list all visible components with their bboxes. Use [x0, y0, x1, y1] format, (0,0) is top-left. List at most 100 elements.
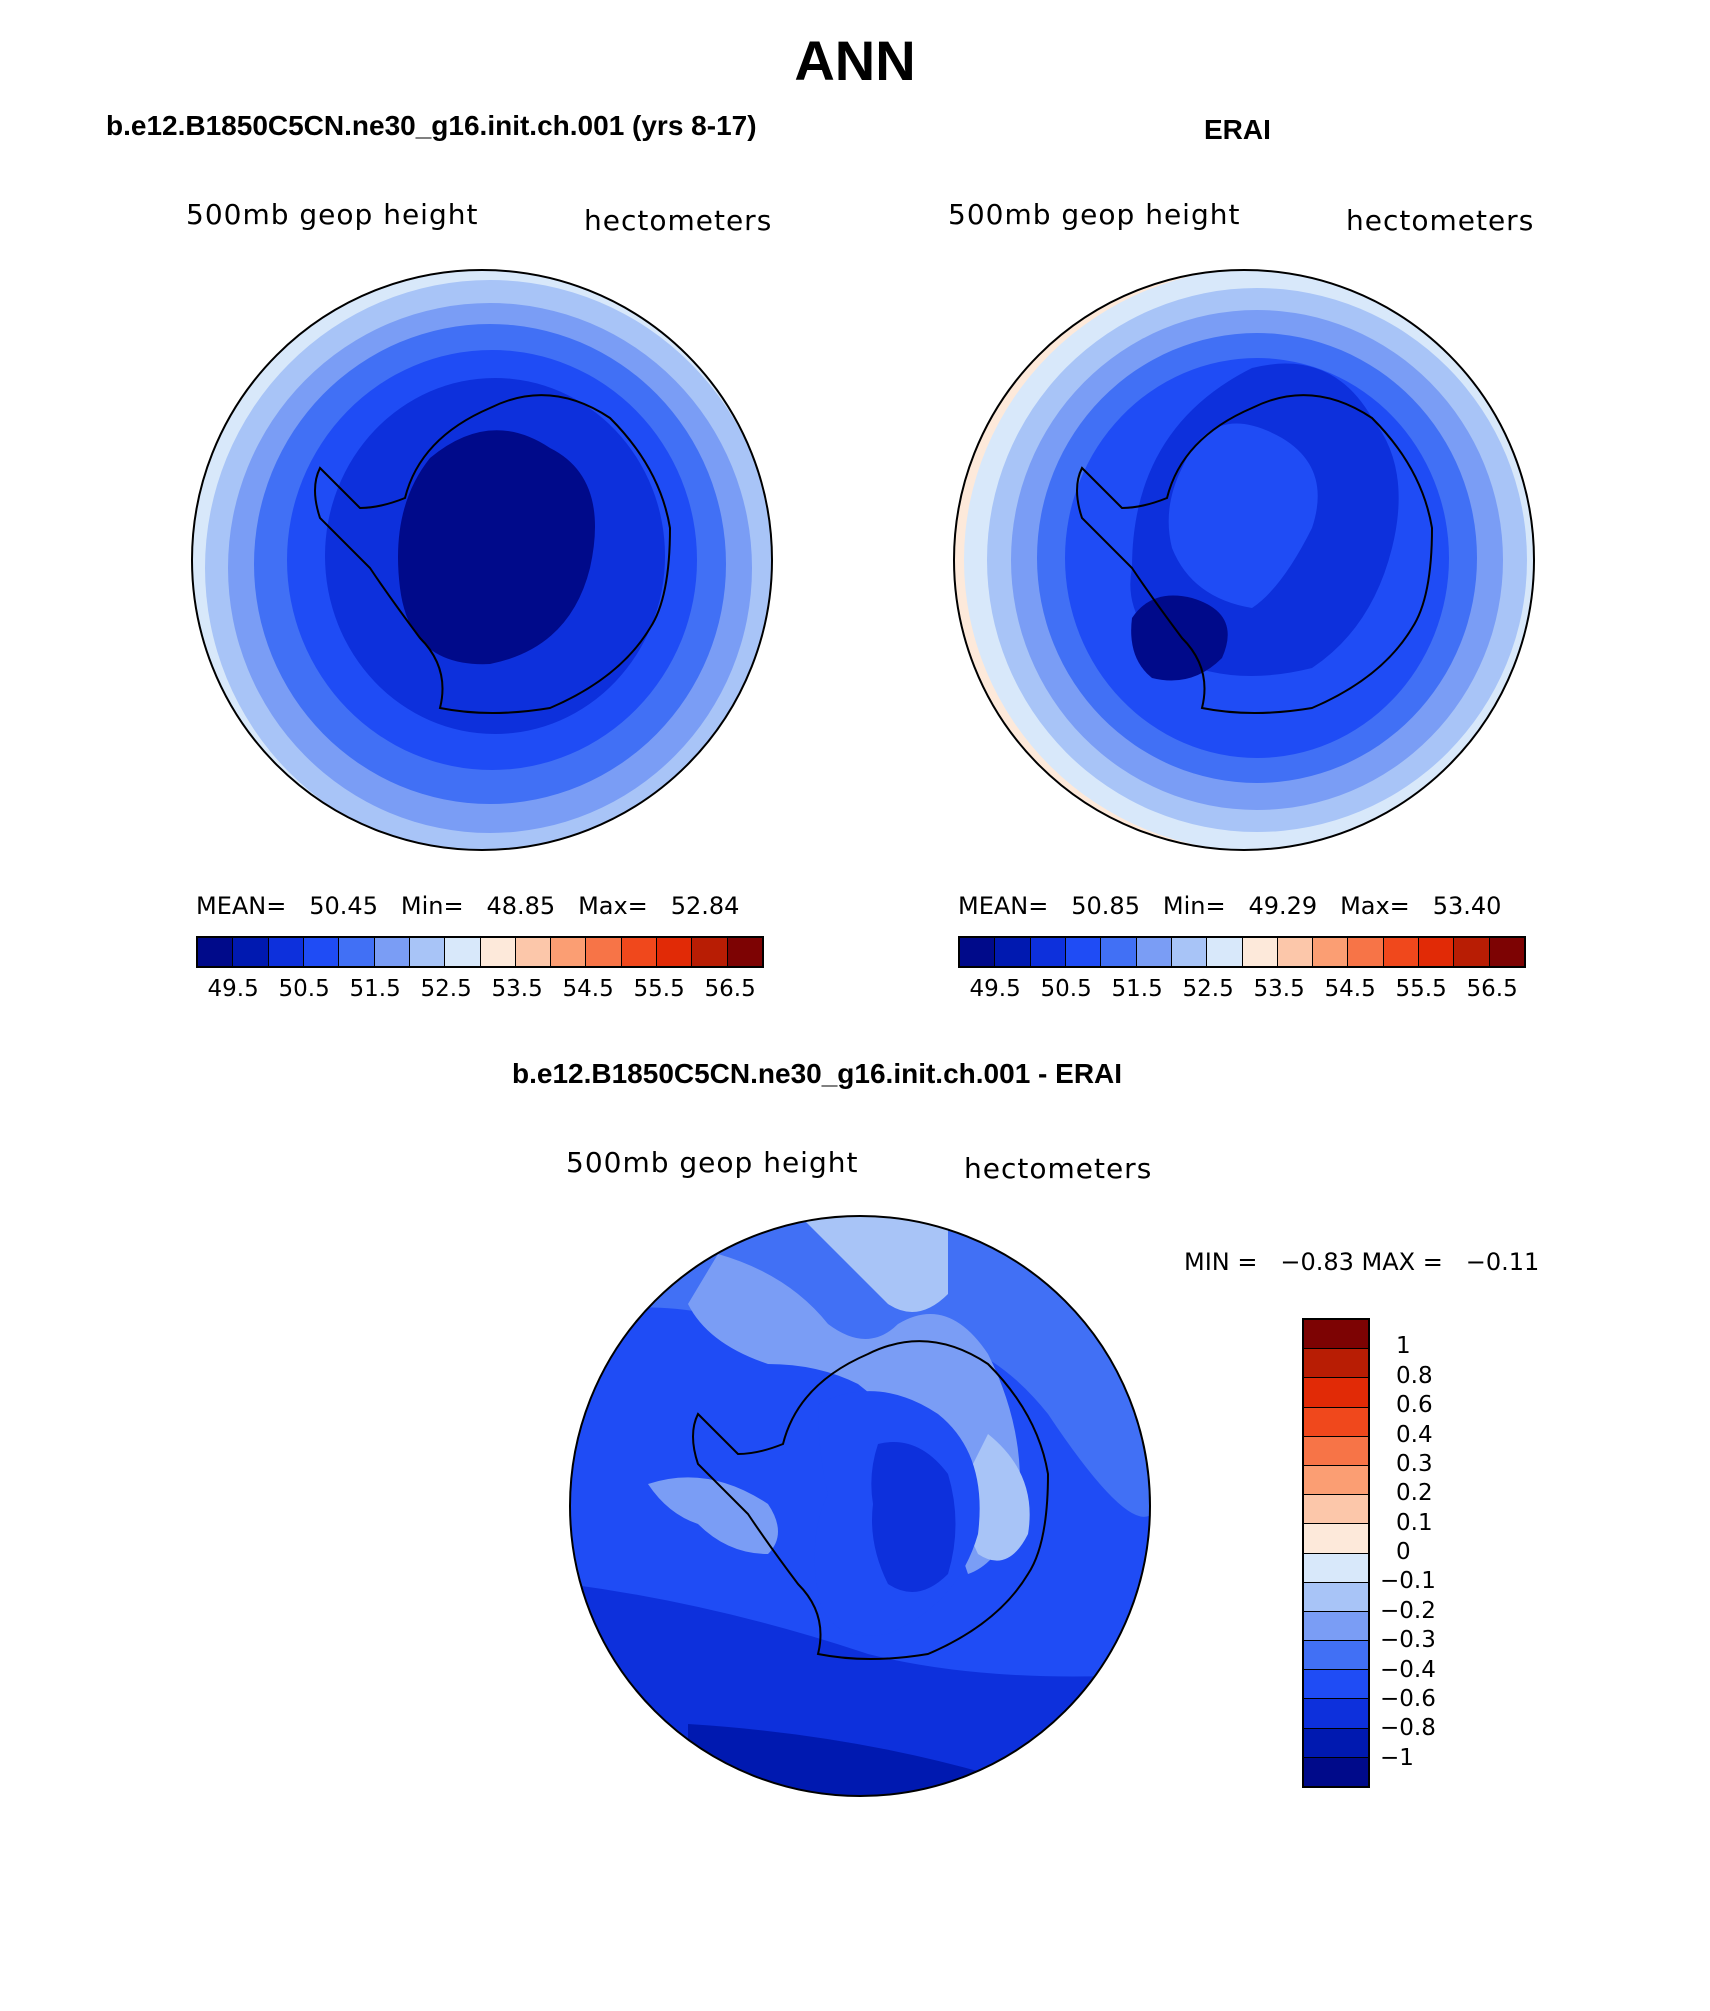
- colorbar-swatch: [586, 938, 622, 966]
- colorbar-tick-label: 0.6: [1396, 1392, 1433, 1419]
- panel2-colorbar: [958, 936, 1526, 968]
- colorbar-swatch: [1304, 1349, 1368, 1379]
- colorbar-swatch: [445, 938, 481, 966]
- colorbar-swatch: [339, 938, 375, 966]
- colorbar-tick-label: 52.5: [1182, 976, 1234, 1002]
- colorbar-tick-label: 51.5: [1111, 976, 1163, 1002]
- colorbar-swatch: [374, 938, 410, 966]
- colorbar-swatch: [1277, 938, 1314, 966]
- colorbar-swatch: [1101, 938, 1137, 966]
- colorbar-tick-label: −0.1: [1380, 1568, 1436, 1595]
- colorbar-tick-label: −0.6: [1380, 1685, 1436, 1712]
- min-label: Min=: [400, 892, 464, 920]
- colorbar-tick-label: 52.5: [420, 976, 472, 1002]
- colorbar-swatch: [1304, 1465, 1368, 1496]
- max-value: 52.84: [670, 892, 740, 920]
- max-value: 53.40: [1432, 892, 1502, 920]
- colorbar-swatch: [1207, 938, 1243, 966]
- colorbar-swatch: [1304, 1553, 1368, 1583]
- colorbar-tick-label: 54.5: [562, 976, 614, 1002]
- panel1-units-label: hectometers: [584, 204, 773, 237]
- colorbar-tick-label: 49.5: [969, 976, 1021, 1002]
- diff-colorbar: [1302, 1318, 1370, 1788]
- panel2-stats: MEAN= 50.85 Min= 49.29 Max= 53.40: [958, 892, 1501, 920]
- colorbar-swatch: [995, 938, 1031, 966]
- colorbar-swatch: [727, 938, 762, 966]
- colorbar-swatch: [1304, 1757, 1368, 1786]
- colorbar-tick-label: −0.3: [1380, 1627, 1436, 1654]
- panel2-title: ERAI: [1204, 114, 1271, 145]
- max-label: Max=: [578, 892, 648, 920]
- colorbar-swatch: [1304, 1670, 1368, 1700]
- colorbar-swatch: [268, 938, 304, 966]
- colorbar-swatch: [1242, 938, 1278, 966]
- colorbar-tick-label: 0.1: [1396, 1509, 1433, 1536]
- colorbar-tick-label: 49.5: [207, 976, 259, 1002]
- colorbar-tick-label: 56.5: [704, 976, 756, 1002]
- colorbar-swatch: [1304, 1407, 1368, 1437]
- colorbar-swatch: [515, 938, 552, 966]
- mean-value: 50.45: [309, 892, 378, 920]
- colorbar-tick-label: −0.2: [1380, 1597, 1436, 1624]
- colorbar-swatch: [1171, 938, 1208, 966]
- colorbar-tick-label: −1: [1380, 1744, 1414, 1771]
- colorbar-swatch: [692, 938, 728, 966]
- colorbar-tick-label: 0.8: [1396, 1362, 1433, 1389]
- panel2-variable-label: 500mb geop height: [948, 198, 1241, 231]
- min-value: 49.29: [1248, 892, 1318, 920]
- colorbar-swatch: [1304, 1378, 1368, 1408]
- colorbar-swatch: [1383, 938, 1420, 966]
- colorbar-tick-label: 1: [1396, 1333, 1411, 1360]
- colorbar-swatch: [960, 938, 996, 966]
- panel1-colorbar: [196, 936, 764, 968]
- colorbar-swatch: [1304, 1436, 1368, 1466]
- diff-colorbar-labels: 1 0.8 0.6 0.4 0.3 0.2 0.1 0 −0.1 −0.2 −0.3 −0.4 −0.6…: [1380, 1318, 1500, 1788]
- panel1-polar-map: [191, 269, 773, 851]
- colorbar-tick-label: −0.8: [1380, 1715, 1436, 1742]
- panel2-polar-map: [953, 269, 1535, 851]
- colorbar-swatch: [480, 938, 516, 966]
- colorbar-swatch: [1030, 938, 1066, 966]
- colorbar-tick-label: 55.5: [1395, 976, 1447, 1002]
- diff-units-label: hectometers: [964, 1152, 1153, 1185]
- colorbar-swatch: [1419, 938, 1455, 966]
- panel1-variable-label: 500mb geop height: [186, 198, 479, 231]
- colorbar-tick-label: 53.5: [491, 976, 543, 1002]
- colorbar-tick-label: 0: [1396, 1539, 1411, 1565]
- mean-value: 50.85: [1071, 892, 1140, 920]
- colorbar-swatch: [1304, 1320, 1368, 1350]
- colorbar-tick-label: 54.5: [1324, 976, 1376, 1002]
- colorbar-swatch: [657, 938, 693, 966]
- colorbar-tick-label: 0.3: [1396, 1450, 1433, 1477]
- figure-title: ANN: [794, 29, 916, 92]
- min-label: Min=: [1162, 892, 1226, 920]
- colorbar-swatch: [1065, 938, 1102, 966]
- colorbar-tick-label: 50.5: [1040, 976, 1092, 1002]
- colorbar-tick-label: 50.5: [278, 976, 330, 1002]
- colorbar-tick-label: −0.4: [1380, 1656, 1436, 1683]
- colorbar-swatch: [1136, 938, 1172, 966]
- min-value: 48.85: [486, 892, 556, 920]
- colorbar-tick-label: 0.4: [1396, 1421, 1433, 1448]
- panel2-colorbar-labels: 49.5 50.5 51.5 52.5 53.5 54.5 55.5 56.5: [958, 976, 1526, 1006]
- colorbar-swatch: [1304, 1495, 1368, 1525]
- colorbar-swatch: [1348, 938, 1384, 966]
- diff-panel-title: b.e12.B1850C5CN.ne30_g16.init.ch.001 - E…: [512, 1058, 1123, 1089]
- panel1-title: b.e12.B1850C5CN.ne30_g16.init.ch.001 (yr…: [106, 110, 757, 141]
- panel1-stats: MEAN= 50.45 Min= 48.85 Max= 52.84: [196, 892, 739, 920]
- panel1-colorbar-labels: 49.5 50.5 51.5 52.5 53.5 54.5 55.5 56.5: [196, 976, 764, 1006]
- colorbar-swatch: [198, 938, 234, 966]
- max-label: Max=: [1340, 892, 1410, 920]
- colorbar-swatch: [1304, 1582, 1368, 1612]
- colorbar-tick-label: 55.5: [633, 976, 685, 1002]
- colorbar-tick-label: 51.5: [349, 976, 401, 1002]
- colorbar-swatch: [303, 938, 340, 966]
- colorbar-swatch: [1304, 1699, 1368, 1729]
- colorbar-swatch: [551, 938, 587, 966]
- colorbar-swatch: [1304, 1728, 1368, 1758]
- colorbar-tick-label: 0.2: [1396, 1480, 1433, 1507]
- colorbar-swatch: [409, 938, 446, 966]
- mean-label: MEAN=: [196, 892, 287, 920]
- panel2-units-label: hectometers: [1346, 204, 1535, 237]
- colorbar-swatch: [1489, 938, 1524, 966]
